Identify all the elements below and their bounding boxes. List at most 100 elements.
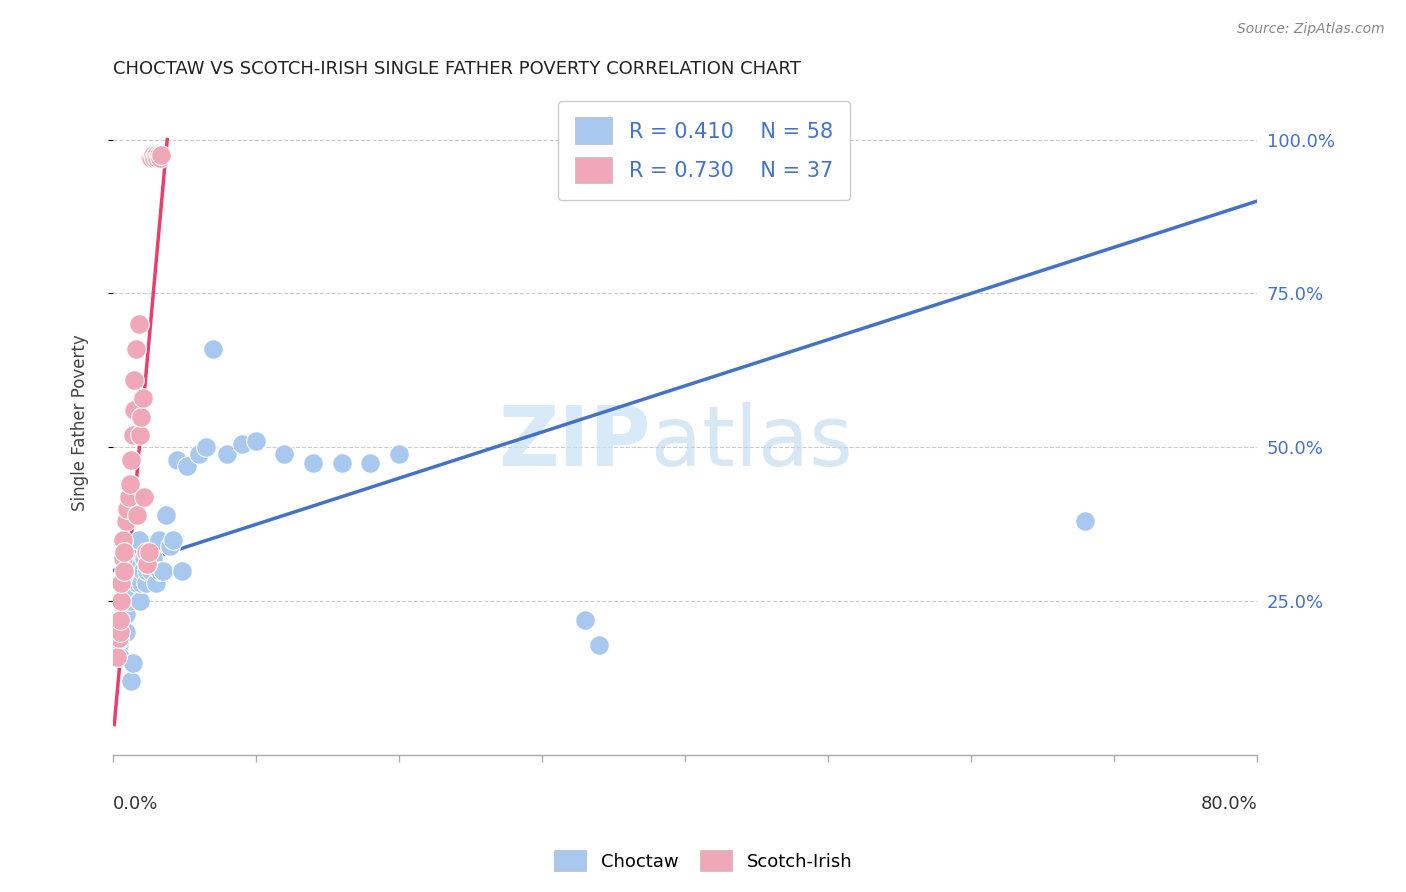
Point [155, 508, 177, 523]
Text: Source: ZipAtlas.com: Source: ZipAtlas.com [1237, 22, 1385, 37]
Point [148, 148, 170, 162]
Point [111, 533, 134, 547]
Point [129, 428, 152, 442]
Point [117, 490, 139, 504]
Point [176, 458, 198, 473]
Point [114, 514, 136, 528]
Point [108, 649, 131, 664]
Point [124, 403, 146, 417]
Point [107, 638, 129, 652]
Point [149, 564, 172, 578]
Point [115, 575, 138, 590]
Point [141, 151, 163, 165]
Point [201, 342, 224, 356]
Point [105, 649, 128, 664]
Point [129, 594, 152, 608]
Point [111, 625, 134, 640]
Point [108, 625, 131, 640]
Point [149, 151, 172, 165]
Point [128, 318, 150, 332]
Text: 80.0%: 80.0% [1201, 796, 1257, 814]
Point [136, 558, 159, 572]
Point [302, 456, 325, 470]
Point [108, 619, 131, 633]
Point [120, 674, 142, 689]
Point [112, 564, 135, 578]
Point [124, 564, 146, 578]
Point [134, 551, 156, 566]
Point [138, 545, 160, 559]
Point [114, 625, 136, 640]
Point [111, 551, 134, 566]
Point [574, 613, 596, 627]
Text: CHOCTAW VS SCOTCH-IRISH SINGLE FATHER POVERTY CORRELATION CHART: CHOCTAW VS SCOTCH-IRISH SINGLE FATHER PO… [112, 60, 801, 78]
Point [105, 625, 128, 640]
Point [131, 575, 153, 590]
Point [162, 533, 184, 547]
Point [122, 656, 145, 670]
Legend: Choctaw, Scotch-Irish: Choctaw, Scotch-Irish [547, 843, 859, 879]
Point [132, 564, 155, 578]
Point [231, 437, 253, 451]
Point [112, 545, 135, 559]
Point [115, 558, 138, 572]
Point [388, 447, 411, 461]
Point [187, 447, 209, 461]
Point [1074, 514, 1097, 528]
Point [136, 564, 159, 578]
Point [135, 575, 157, 590]
Point [127, 575, 149, 590]
Point [117, 594, 139, 608]
Point [125, 342, 148, 356]
Point [107, 632, 129, 646]
Point [115, 502, 138, 516]
Point [152, 564, 174, 578]
Point [135, 545, 157, 559]
Point [143, 151, 166, 165]
Point [146, 151, 169, 165]
Point [122, 428, 145, 442]
Point [110, 632, 132, 646]
Point [273, 447, 295, 461]
Point [217, 447, 239, 461]
Point [170, 564, 193, 578]
Point [139, 558, 162, 572]
Text: atlas: atlas [651, 402, 852, 483]
Point [139, 151, 162, 165]
Point [245, 434, 267, 449]
Point [114, 607, 136, 621]
Point [150, 148, 173, 162]
Point [118, 582, 141, 596]
Point [107, 613, 129, 627]
Point [359, 456, 381, 470]
Point [112, 588, 135, 602]
Point [118, 477, 141, 491]
Point [134, 490, 156, 504]
Point [159, 539, 181, 553]
Point [131, 409, 153, 424]
Text: 0.0%: 0.0% [112, 796, 159, 814]
Point [120, 452, 142, 467]
Point [132, 391, 155, 405]
Point [141, 564, 163, 578]
Point [148, 533, 170, 547]
Point [128, 533, 150, 547]
Point [194, 441, 217, 455]
Point [588, 638, 610, 652]
Point [138, 545, 160, 559]
Point [124, 373, 146, 387]
Point [110, 594, 132, 608]
Point [108, 613, 131, 627]
Point [110, 594, 132, 608]
Point [142, 551, 165, 566]
Point [125, 551, 148, 566]
Y-axis label: Single Father Poverty: Single Father Poverty [72, 334, 89, 511]
Point [110, 613, 132, 627]
Point [145, 575, 167, 590]
Point [112, 600, 135, 615]
Point [166, 452, 188, 467]
Point [110, 575, 132, 590]
Text: ZIP: ZIP [498, 402, 651, 483]
Point [330, 456, 353, 470]
Legend: R = 0.410    N = 58, R = 0.730    N = 37: R = 0.410 N = 58, R = 0.730 N = 37 [558, 101, 849, 200]
